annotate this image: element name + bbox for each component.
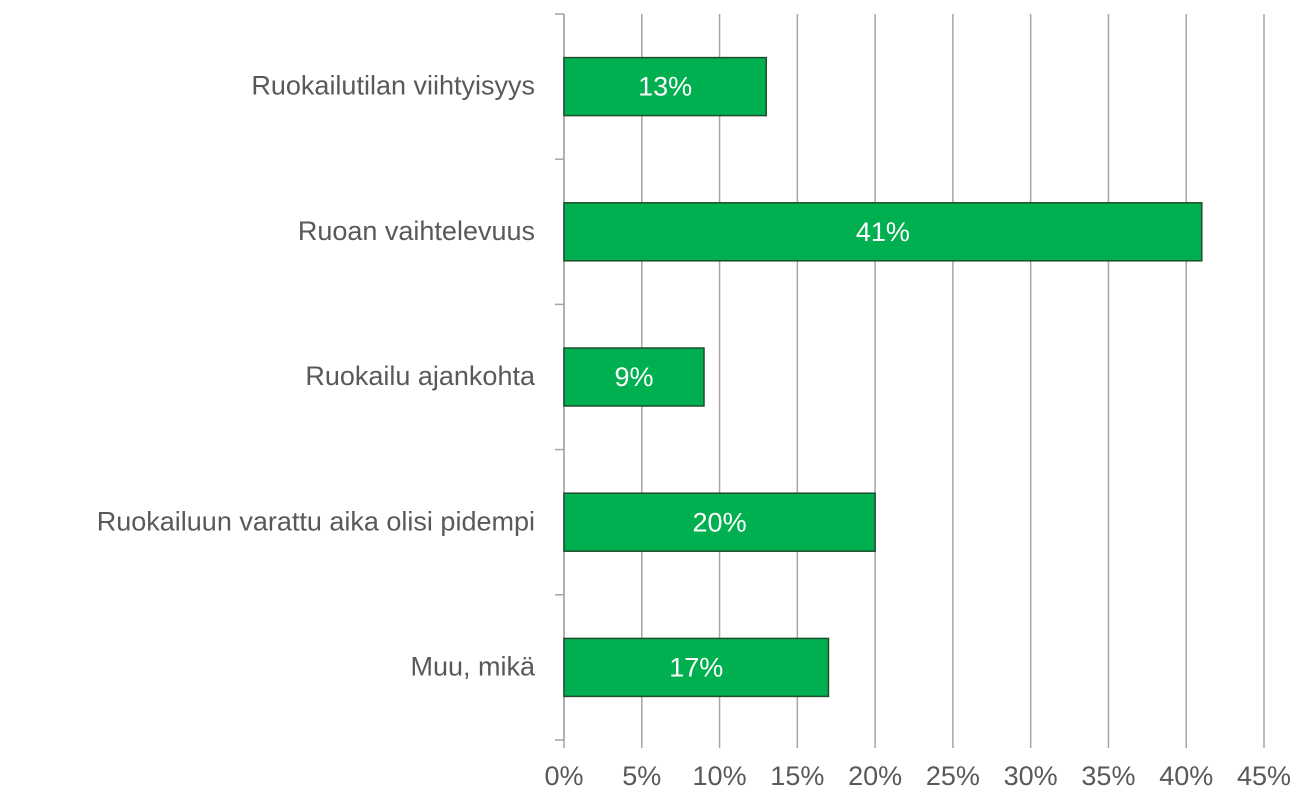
x-tick-label: 30% xyxy=(1004,761,1058,791)
value-label: 17% xyxy=(669,653,723,683)
bar xyxy=(563,347,705,407)
x-tick-label: 35% xyxy=(1081,761,1135,791)
x-tick-label: 5% xyxy=(622,761,661,791)
x-tick-label: 15% xyxy=(770,761,824,791)
x-tick-label: 20% xyxy=(848,761,902,791)
y-tick-label: Ruokailuun varattu aika olisi pidempi xyxy=(97,506,535,536)
value-label: 41% xyxy=(856,217,910,247)
y-tick-label: Ruokailu ajankohta xyxy=(305,361,536,391)
x-tick-label: 0% xyxy=(544,761,583,791)
value-label: 13% xyxy=(638,72,692,102)
bar xyxy=(563,492,876,552)
y-tick-label: Ruokailutilan viihtyisyys xyxy=(251,71,535,101)
bar xyxy=(563,56,767,117)
bar xyxy=(563,637,830,698)
x-tick-label: 10% xyxy=(693,761,747,791)
y-tick-label: Muu, mikä xyxy=(410,652,536,682)
bar xyxy=(563,202,1203,262)
x-tick-label: 45% xyxy=(1237,761,1291,791)
x-tick-label: 25% xyxy=(926,761,980,791)
value-label: 20% xyxy=(693,507,747,537)
y-tick-label: Ruoan vaihtelevuus xyxy=(298,216,535,246)
x-tick-label: 40% xyxy=(1159,761,1213,791)
value-label: 9% xyxy=(614,362,653,392)
